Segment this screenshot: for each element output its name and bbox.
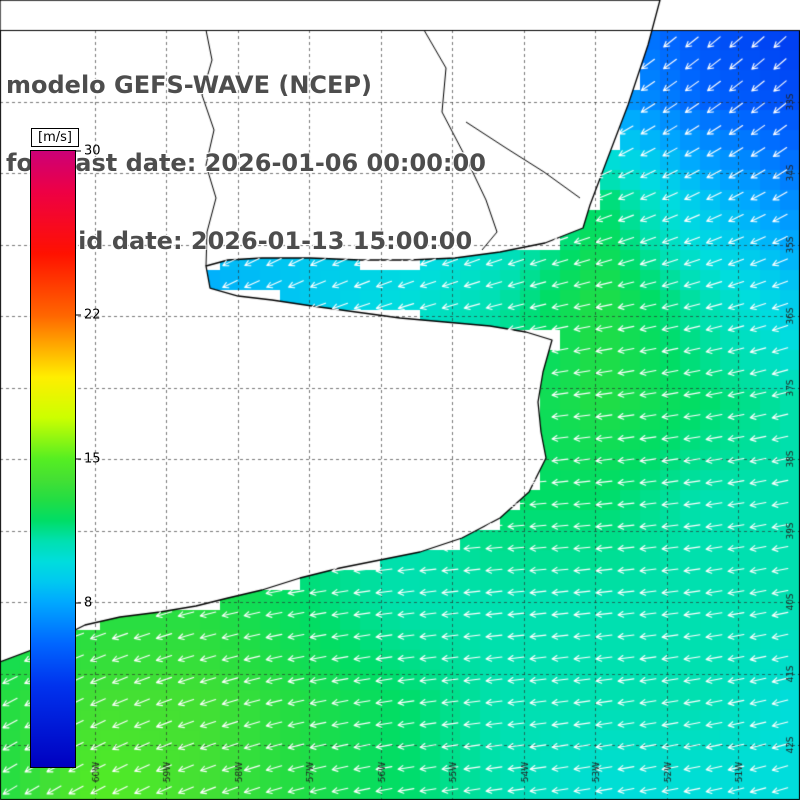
colorbar-ticks: 30 22 15 8 (76, 144, 120, 767)
colorbar-tick: 15 (76, 452, 101, 467)
colorbar-tick-label: 8 (84, 595, 93, 611)
colorbar-gradient (30, 150, 76, 768)
model-title: modelo GEFS-WAVE (NCEP) (6, 71, 372, 99)
colorbar-bar-wrap: 30 22 15 8 (30, 144, 101, 768)
colorbar-tick: 8 (76, 595, 92, 610)
colorbar-tick-label: 15 (84, 451, 101, 467)
colorbar-tick-mark (76, 150, 81, 152)
colorbar-tick: 22 (76, 308, 101, 323)
colorbar-tick-label: 22 (84, 307, 101, 323)
colorbar-tick-mark (76, 314, 81, 316)
colorbar: [m/s] 30 22 15 8 (30, 126, 101, 768)
colorbar-tick-mark (76, 458, 81, 460)
colorbar-unit-label: [m/s] (31, 128, 79, 147)
colorbar-tick-label: 30 (84, 143, 101, 159)
colorbar-tick-mark (76, 602, 81, 604)
colorbar-tick: 30 (76, 144, 101, 159)
